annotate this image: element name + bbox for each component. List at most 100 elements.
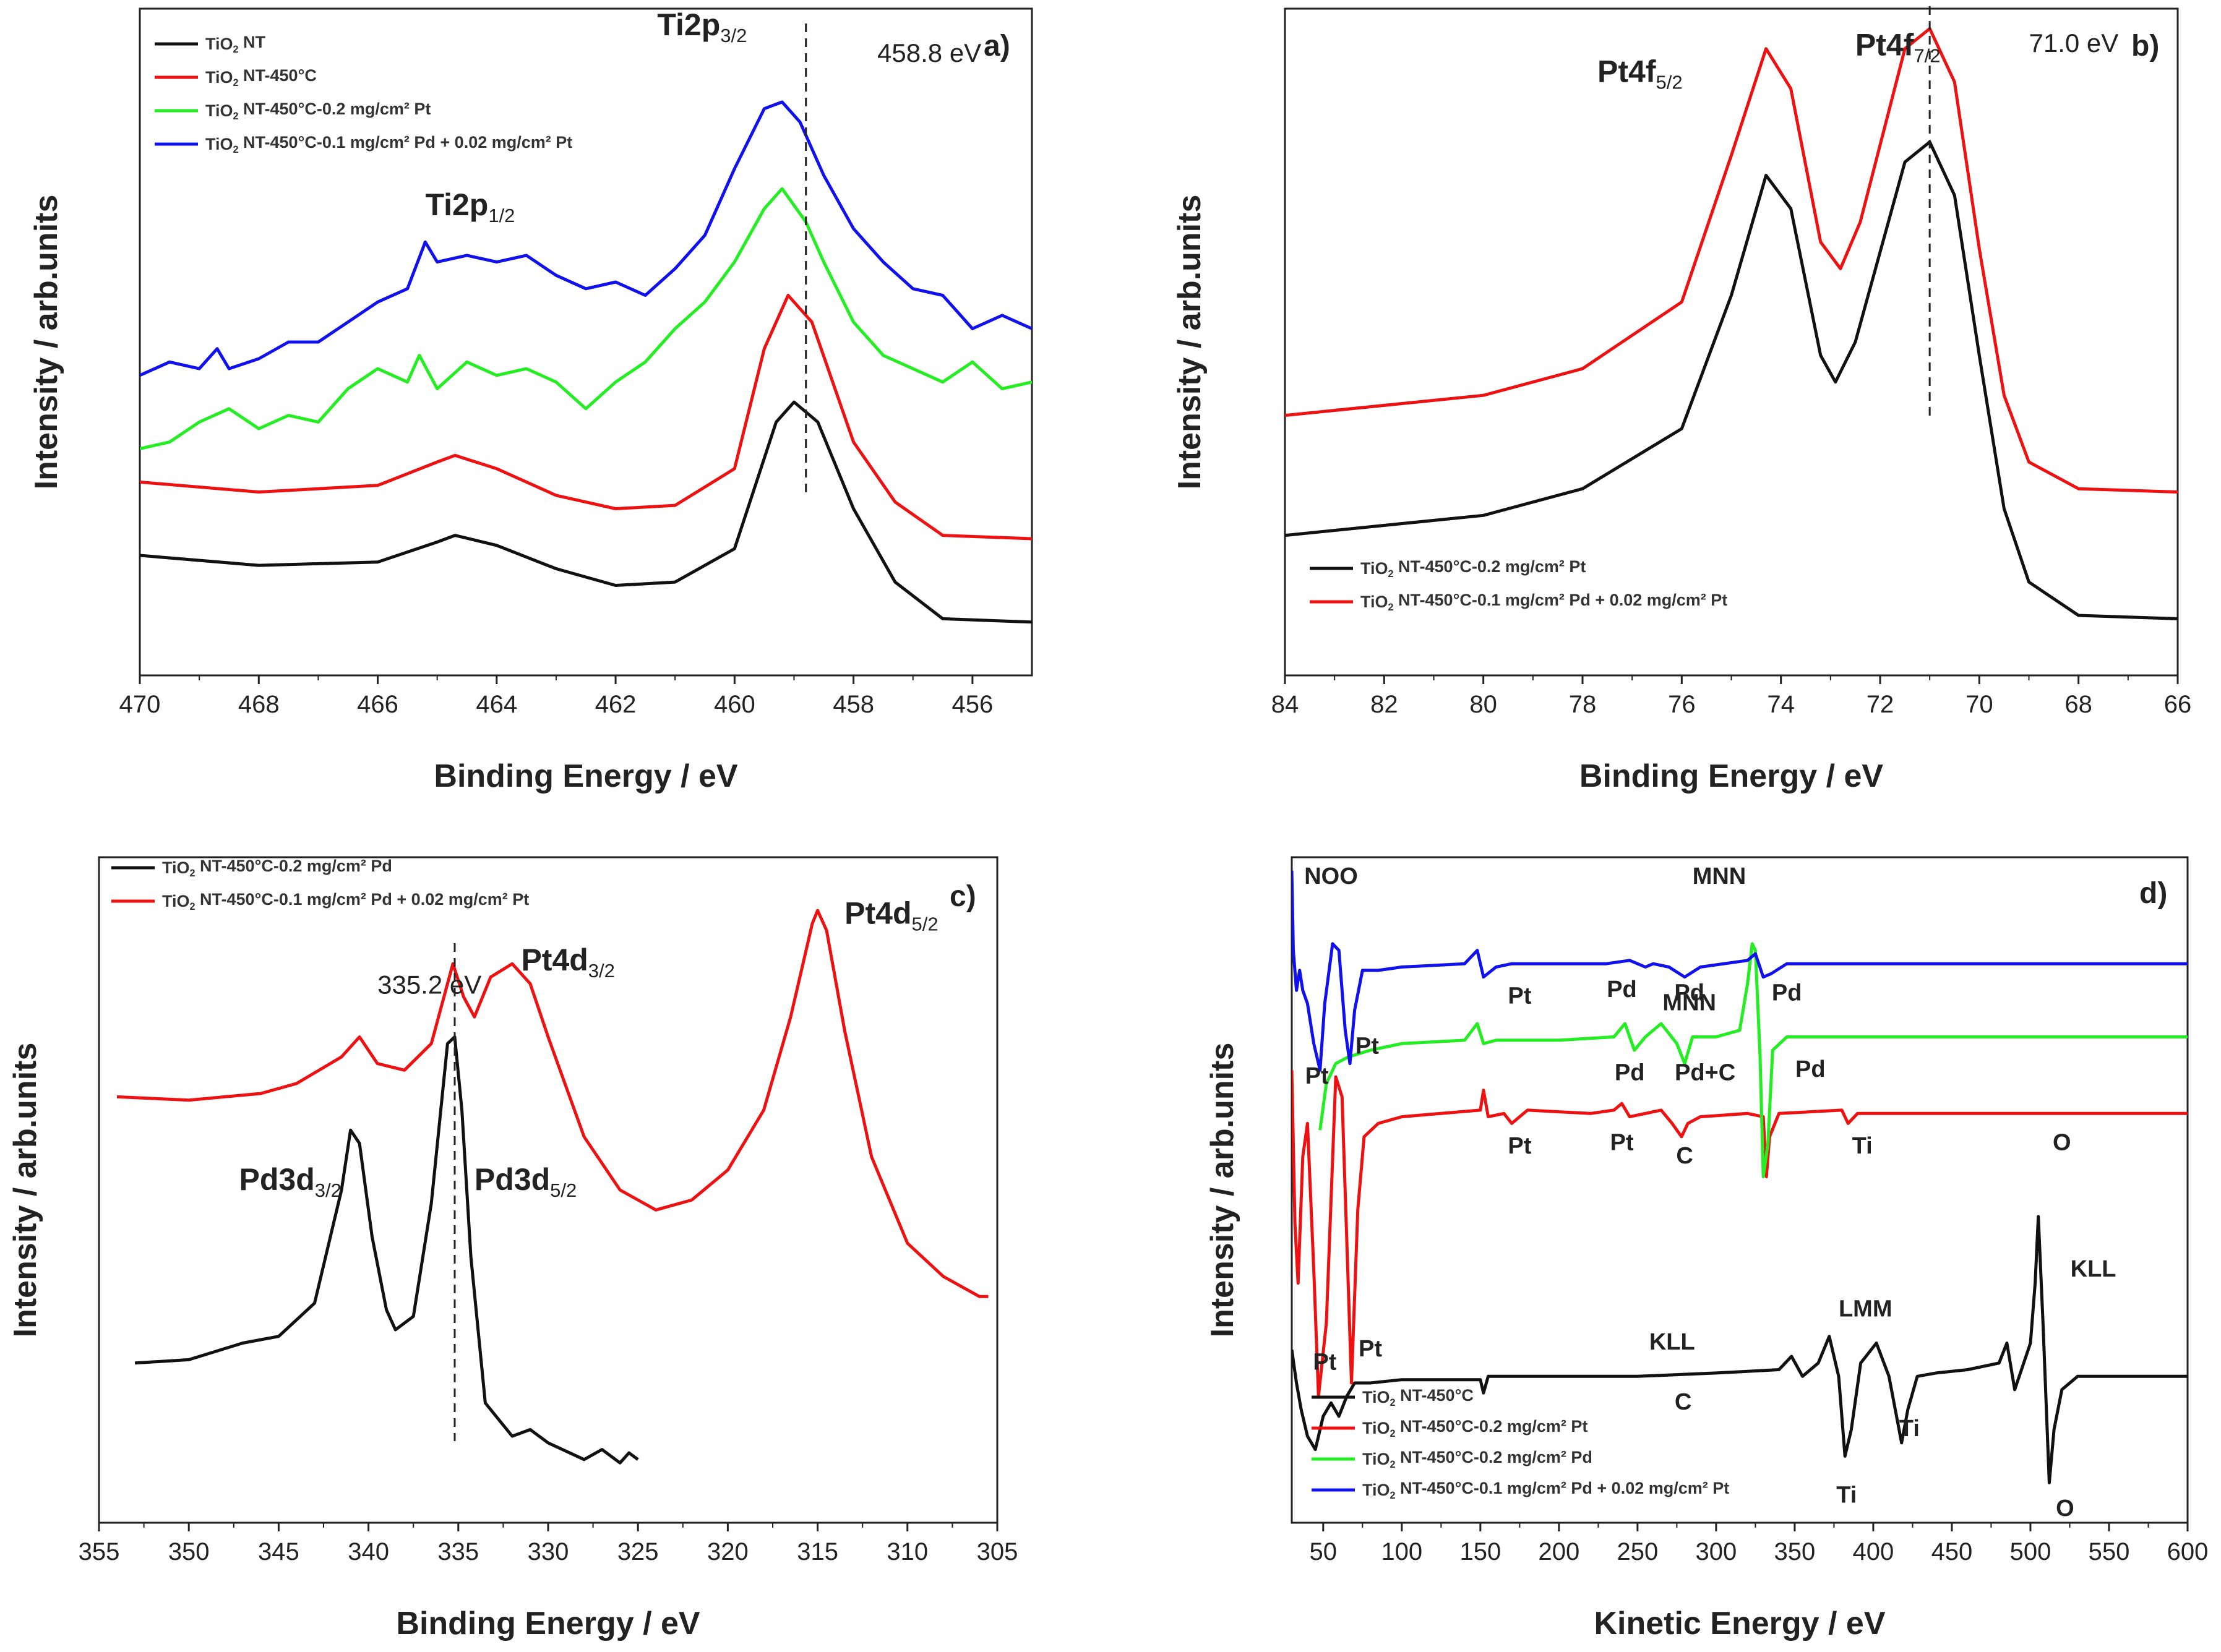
x-tick-label: 350	[1774, 1538, 1816, 1565]
peak-annotation: C	[1675, 1389, 1691, 1415]
x-tick-label: 340	[348, 1538, 389, 1565]
series-line-1	[1285, 27, 2178, 494]
series-line-0	[140, 400, 1032, 624]
x-tick-label: 500	[2010, 1538, 2051, 1565]
x-tick-label: 325	[617, 1538, 659, 1565]
series-line-3	[140, 100, 1032, 377]
peak-annotation: 71.0 eV	[2029, 28, 2119, 58]
peak-annotation: O	[2053, 1129, 2071, 1155]
legend-label: TiO2 NT-450°C-0.1 mg/cm² Pd + 0.02 mg/cm…	[1360, 591, 1727, 613]
x-tick-label: 76	[1668, 691, 1696, 718]
peak-annotation: Pt	[1359, 1336, 1382, 1362]
x-axis-title: Binding Energy / eV	[434, 758, 737, 794]
peak-annotation: Pd	[1772, 980, 1802, 1006]
x-tick-label: 466	[357, 691, 398, 718]
peak-annotation: Pt	[1610, 1129, 1633, 1155]
peak-annotation: Pt4d5/2	[844, 896, 938, 935]
legend-label: TiO2 NT-450°C-0.1 mg/cm² Pd + 0.02 mg/cm…	[162, 890, 529, 912]
peak-annotation: O	[2056, 1496, 2074, 1521]
x-tick-label: 200	[1538, 1538, 1579, 1565]
x-tick-label: 350	[168, 1538, 210, 1565]
series-line-0	[1292, 1215, 2188, 1484]
peak-annotation: Pt	[1508, 983, 1531, 1009]
x-tick-label: 355	[79, 1538, 120, 1565]
peak-annotation: Pd	[1795, 1056, 1826, 1082]
panel-b: 84 82 80 78 76 74 72 70 68 66 Binding Energy / eV I…	[1172, 6, 2191, 794]
peak-annotation: 458.8 eV	[877, 38, 981, 67]
legend-label: TiO2 NT	[205, 33, 266, 55]
series-line-1	[1292, 1070, 2188, 1398]
legend-label: TiO2 NT-450°C	[205, 66, 317, 88]
peak-annotation: Pt	[1355, 1033, 1379, 1059]
peak-annotation: Pd	[1607, 977, 1637, 1003]
legend-label: TiO2 NT-450°C-0.2 mg/cm² Pt	[205, 100, 431, 122]
peak-annotation: Ti2p1/2	[425, 187, 515, 226]
peak-annotation: Pt	[1305, 1063, 1329, 1089]
peak-annotation: NOO	[1304, 863, 1358, 889]
peak-annotation: Pd3d3/2	[239, 1162, 342, 1201]
plot-frame	[1291, 856, 2189, 1524]
x-tick-label: 150	[1459, 1538, 1501, 1565]
panel-label: d)	[2139, 877, 2167, 910]
panel-label: c)	[950, 880, 976, 913]
y-axis-title: Intensity / arb.units	[28, 195, 64, 490]
plot-frame	[139, 7, 1033, 677]
peak-annotation: Ti	[1852, 1133, 1873, 1159]
legend-label: TiO2 NT-450°C-0.2 mg/cm² Pd	[1362, 1448, 1592, 1470]
legend-label: TiO2 NT-450°C	[1362, 1386, 1474, 1408]
x-tick-label: 462	[595, 691, 637, 718]
peak-annotation: Ti	[1899, 1416, 1920, 1442]
peak-annotation: Pt4f5/2	[1597, 54, 1683, 93]
x-tick-label: 80	[1469, 691, 1497, 718]
x-tick-label: 450	[1931, 1538, 1973, 1565]
x-axis-title: Binding Energy / eV	[396, 1606, 700, 1641]
x-tick-label: 50	[1310, 1538, 1338, 1565]
x-tick-label: 66	[2164, 691, 2192, 718]
x-tick-label: 335	[437, 1538, 479, 1565]
series-line-0	[134, 1035, 639, 1465]
panel-label: b)	[2131, 30, 2159, 62]
x-tick-label: 460	[714, 691, 755, 718]
y-axis-title: Intensity / arb.units	[1172, 195, 1208, 490]
peak-annotation: Pt4f7/2	[1855, 27, 1941, 66]
peak-annotation: Ti	[1836, 1483, 1857, 1509]
legend-label: TiO2 NT-450°C-0.2 mg/cm² Pt	[1362, 1417, 1587, 1439]
series-line-1	[116, 909, 989, 1298]
x-tick-label: 68	[2064, 691, 2092, 718]
series-line-1	[140, 294, 1032, 541]
peak-annotation: Ti2p3/2	[657, 7, 747, 46]
series-line-2	[140, 187, 1032, 450]
peak-annotation: LMM	[1839, 1296, 1892, 1322]
x-tick-label: 320	[707, 1538, 749, 1565]
x-tick-label: 470	[119, 691, 161, 718]
peak-annotation: MNN	[1693, 863, 1746, 889]
x-axis-title: Binding Energy / eV	[1579, 758, 1883, 794]
x-tick-label: 456	[952, 691, 993, 718]
x-tick-label: 330	[528, 1538, 569, 1565]
x-tick-label: 550	[2089, 1538, 2130, 1565]
x-tick-label: 400	[1853, 1538, 1894, 1565]
x-tick-label: 84	[1271, 691, 1299, 718]
x-tick-label: 310	[887, 1538, 928, 1565]
panel-a: 470 468 466 464 462 460 458 456 Binding Energy /…	[28, 7, 1033, 794]
legend-label: TiO2 NT-450°C-0.1 mg/cm² Pd + 0.02 mg/cm…	[1362, 1479, 1729, 1501]
x-tick-label: 78	[1569, 691, 1597, 718]
series-line-0	[1285, 140, 2178, 620]
x-tick-label: 250	[1617, 1538, 1659, 1565]
peak-annotation: Pt4d3/2	[521, 943, 614, 982]
peak-annotation: 335.2 eV	[377, 970, 481, 999]
peak-annotation: KLL	[1649, 1329, 1695, 1355]
legend-label: TiO2 NT-450°C-0.1 mg/cm² Pd + 0.02 mg/cm…	[205, 133, 572, 155]
x-tick-label: 100	[1381, 1538, 1422, 1565]
peak-annotation: MNN	[1662, 990, 1716, 1016]
x-tick-label: 72	[1867, 691, 1894, 718]
peak-annotation: Pt	[1313, 1350, 1336, 1376]
x-tick-label: 458	[833, 691, 874, 718]
peak-annotation: C	[1676, 1143, 1693, 1169]
x-tick-label: 300	[1696, 1538, 1737, 1565]
series-line-2	[1318, 942, 2188, 1178]
x-tick-label: 464	[476, 691, 517, 718]
x-tick-label: 600	[2167, 1538, 2209, 1565]
x-tick-label: 315	[797, 1538, 838, 1565]
